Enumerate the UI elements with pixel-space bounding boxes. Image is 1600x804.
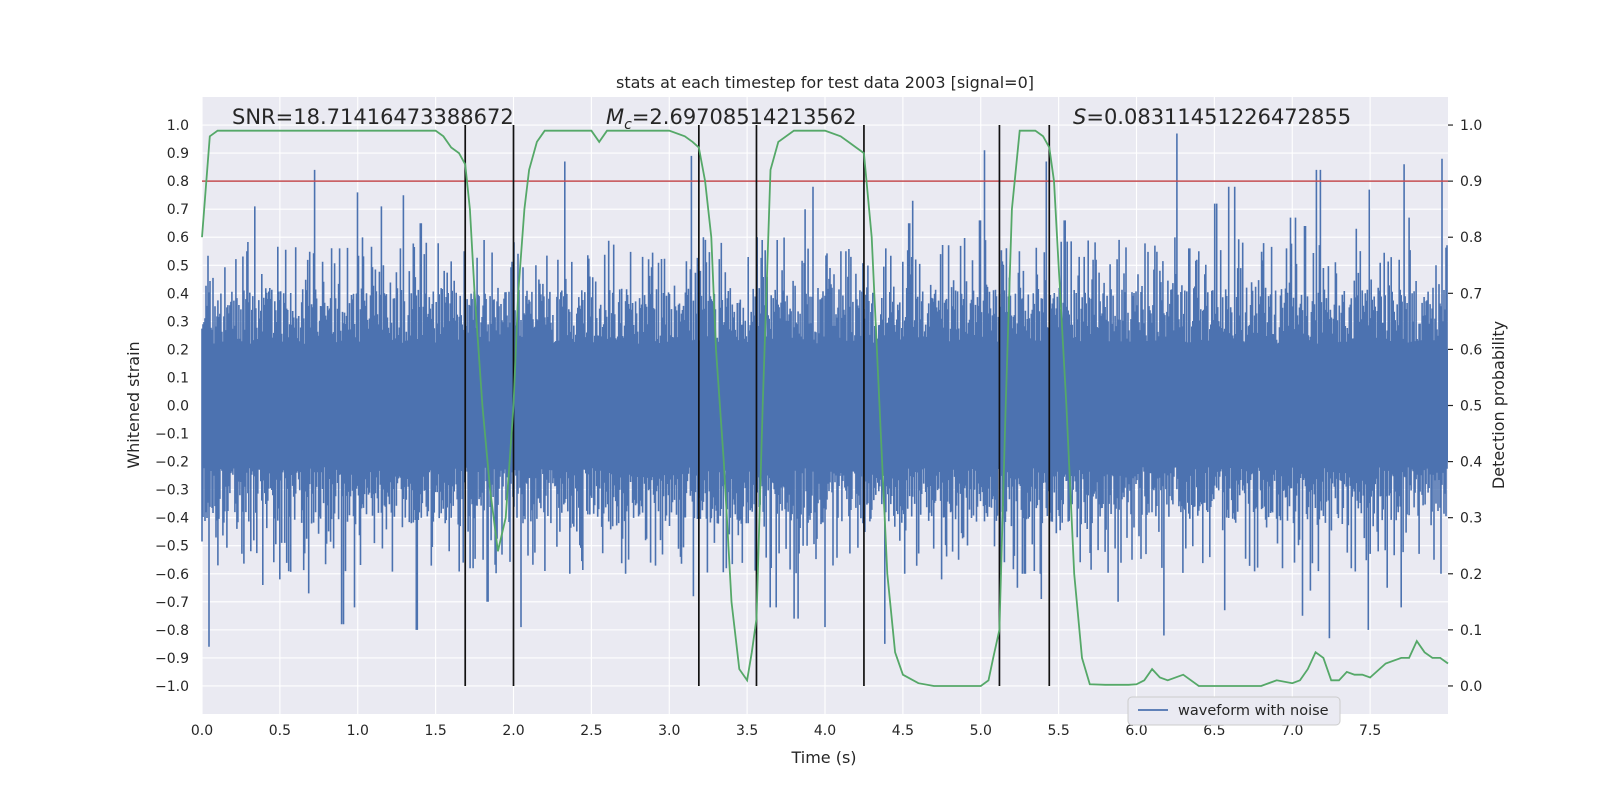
chart-title: stats at each timestep for test data 200…: [616, 73, 1034, 92]
left-tick-label: 0.3: [167, 314, 189, 330]
x-ticks: 0.0 0.5 1.0 1.5 2.0 2.5 3.0 3.5 4.0 4.5 5.0 5.5 6.0 6…: [191, 723, 1381, 739]
left-tick-label: 0.9: [167, 146, 189, 162]
y-axis-label-right: Detection probability: [1489, 321, 1508, 489]
left-tick-label: −0.9: [155, 651, 189, 667]
chirp-mass-value: =2.69708514213562: [632, 105, 857, 129]
s-value: =0.08311451226472855: [1086, 105, 1351, 129]
chirp-mass-annotation: Mc=2.69708514213562: [606, 105, 857, 133]
left-tick-label: 0.6: [167, 230, 189, 246]
left-tick-label: 0.1: [167, 370, 189, 386]
x-axis-label: Time (s): [790, 748, 856, 767]
right-tick-label: 0.6: [1460, 342, 1482, 358]
legend-label: waveform with noise: [1178, 703, 1329, 719]
right-ticks: 1.0 0.9 0.8 0.7 0.6 0.5 0.4 0.3 0.2 0.1 0.0: [1448, 118, 1482, 695]
x-tick-label: 1.5: [424, 723, 446, 739]
left-tick-label: 0.5: [167, 258, 189, 274]
waveform-core: [202, 349, 1448, 462]
x-tick-label: 0.5: [269, 723, 291, 739]
left-tick-label: −0.3: [155, 483, 189, 499]
chirp-mass-symbol: M: [606, 105, 624, 129]
left-ticks: 1.0 0.9 0.8 0.7 0.6 0.5 0.4 0.3 0.2 0.1 0.0 −0.1 −0.…: [155, 118, 189, 695]
snr-annotation: SNR=18.71416473388672: [232, 105, 514, 129]
right-tick-label: 0.1: [1460, 623, 1482, 639]
right-tick-label: 0.7: [1460, 286, 1482, 302]
x-tick-label: 1.0: [347, 723, 369, 739]
x-tick-label: 2.0: [502, 723, 524, 739]
detection-probability-series: [201, 129, 1449, 687]
right-tick-label: 0.5: [1460, 399, 1482, 415]
s-annotation: S=0.08311451226472855: [1073, 105, 1351, 129]
left-tick-label: −0.8: [155, 623, 189, 639]
detection-probability-line: [201, 129, 1449, 687]
waveform-series: [201, 133, 1448, 647]
left-tick-label: −1.0: [155, 679, 189, 695]
left-tick-label: 0.7: [167, 202, 189, 218]
x-tick-label: 7.0: [1281, 723, 1303, 739]
x-tick-label: 3.5: [736, 723, 758, 739]
left-tick-label: −0.2: [155, 455, 189, 471]
right-tick-label: 0.0: [1460, 679, 1482, 695]
y-axis-label-left: Whitened strain: [124, 341, 143, 468]
right-tick-label: 0.2: [1460, 567, 1482, 583]
right-tick-label: 0.9: [1460, 174, 1482, 190]
x-tick-label: 5.0: [970, 723, 992, 739]
x-tick-label: 3.0: [658, 723, 680, 739]
x-tick-label: 0.0: [191, 723, 213, 739]
right-tick-label: 1.0: [1460, 118, 1482, 134]
legend: waveform with noise: [1127, 696, 1341, 726]
right-tick-label: 0.3: [1460, 511, 1482, 527]
left-tick-label: 0.0: [167, 399, 189, 415]
s-symbol: S: [1073, 105, 1086, 129]
left-tick-label: −0.1: [155, 427, 189, 443]
left-tick-label: −0.7: [155, 595, 189, 611]
x-tick-label: 5.5: [1047, 723, 1069, 739]
right-tick-label: 0.4: [1460, 455, 1482, 471]
x-tick-label: 6.5: [1203, 723, 1225, 739]
left-tick-label: −0.4: [155, 511, 189, 527]
x-tick-label: 7.5: [1359, 723, 1381, 739]
left-tick-label: −0.6: [155, 567, 189, 583]
left-tick-label: 0.4: [167, 286, 189, 302]
left-tick-label: −0.5: [155, 539, 189, 555]
left-tick-label: 1.0: [167, 118, 189, 134]
x-tick-label: 2.5: [580, 723, 602, 739]
left-tick-label: 0.8: [167, 174, 189, 190]
x-tick-label: 6.0: [1125, 723, 1147, 739]
vertical-lines: [464, 125, 1051, 686]
x-tick-label: 4.0: [814, 723, 836, 739]
x-tick-label: 4.5: [892, 723, 914, 739]
chirp-mass-subscript: c: [624, 117, 632, 133]
legend-box: [1127, 696, 1341, 726]
left-tick-label: 0.2: [167, 342, 189, 358]
right-tick-label: 0.8: [1460, 230, 1482, 246]
